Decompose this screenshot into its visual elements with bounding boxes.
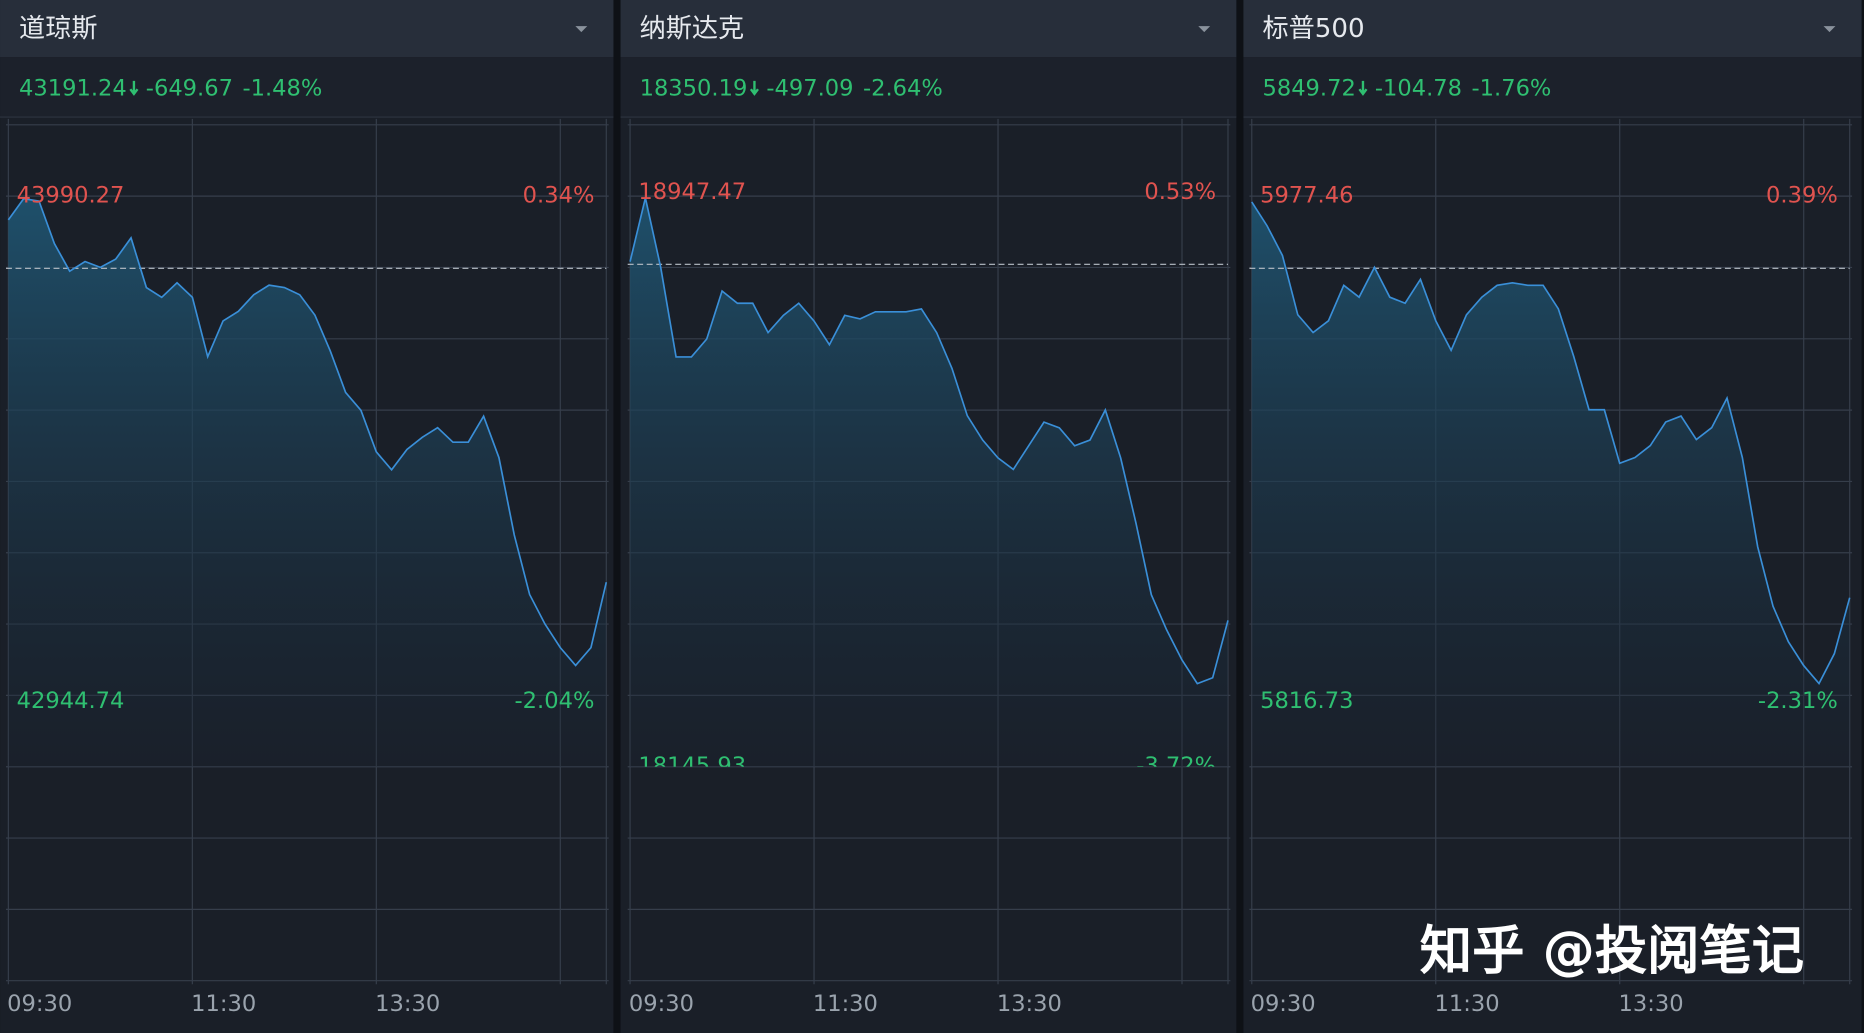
price-line bbox=[1251, 201, 1851, 685]
min-percent: -2.04% bbox=[515, 688, 595, 714]
price: 5849.72 bbox=[1262, 76, 1355, 102]
max-label: 5977.46 bbox=[1260, 183, 1353, 209]
chart-title: 标普500 bbox=[1262, 14, 1364, 44]
max-percent: 0.34% bbox=[523, 183, 595, 209]
chart-title: 纳斯达克 bbox=[640, 14, 745, 44]
price-line bbox=[629, 197, 1229, 685]
x-tick-label: 11:30 bbox=[813, 991, 878, 1017]
quote-bar bbox=[1243, 57, 1862, 117]
change-percent: -1.76% bbox=[1472, 76, 1552, 102]
x-tick-label: 11:30 bbox=[1435, 991, 1500, 1017]
x-tick-label: 09:30 bbox=[629, 991, 694, 1017]
x-tick-label: 13:30 bbox=[375, 991, 440, 1017]
min-label: 5816.73 bbox=[1260, 688, 1353, 714]
max-label: 43990.27 bbox=[17, 183, 125, 209]
change: -649.67 bbox=[146, 76, 233, 102]
price-line bbox=[7, 197, 608, 667]
max-label: 18947.47 bbox=[638, 179, 746, 205]
down-arrow bbox=[1358, 80, 1368, 96]
x-tick-label: 13:30 bbox=[1619, 991, 1684, 1017]
change-percent: -1.48% bbox=[242, 76, 322, 102]
x-tick-label: 09:30 bbox=[7, 991, 72, 1017]
max-percent: 0.39% bbox=[1766, 183, 1838, 209]
x-tick-label: 11:30 bbox=[191, 991, 256, 1017]
price-area bbox=[1251, 201, 1850, 767]
price: 43191.24 bbox=[19, 76, 127, 102]
price-area bbox=[8, 198, 607, 767]
change: -104.78 bbox=[1375, 76, 1462, 102]
panel-header bbox=[0, 0, 614, 58]
min-label: 42944.74 bbox=[17, 688, 125, 714]
down-arrow bbox=[749, 80, 759, 96]
panel-header bbox=[620, 0, 1237, 58]
price: 18350.19 bbox=[640, 76, 748, 102]
x-tick-label: 13:30 bbox=[997, 991, 1062, 1017]
dropdown-icon bbox=[1823, 26, 1836, 33]
min-percent: -3.72% bbox=[1136, 753, 1216, 779]
down-arrow bbox=[129, 80, 139, 96]
max-percent: 0.53% bbox=[1144, 179, 1216, 205]
quote-bar bbox=[0, 57, 614, 117]
price-area bbox=[630, 197, 1228, 767]
min-percent: -2.31% bbox=[1758, 688, 1838, 714]
x-tick-label: 09:30 bbox=[1251, 991, 1316, 1017]
panel-header bbox=[1243, 0, 1862, 58]
quote-bar bbox=[620, 57, 1237, 117]
dropdown-icon bbox=[1198, 26, 1211, 33]
change-percent: -2.64% bbox=[863, 76, 943, 102]
min-label: 18145.93 bbox=[638, 753, 746, 779]
change: -497.09 bbox=[766, 76, 853, 102]
watermark: 知乎 @投阅笔记 bbox=[1420, 921, 1804, 982]
dropdown-icon bbox=[575, 26, 588, 33]
chart-title: 道琼斯 bbox=[19, 14, 97, 44]
